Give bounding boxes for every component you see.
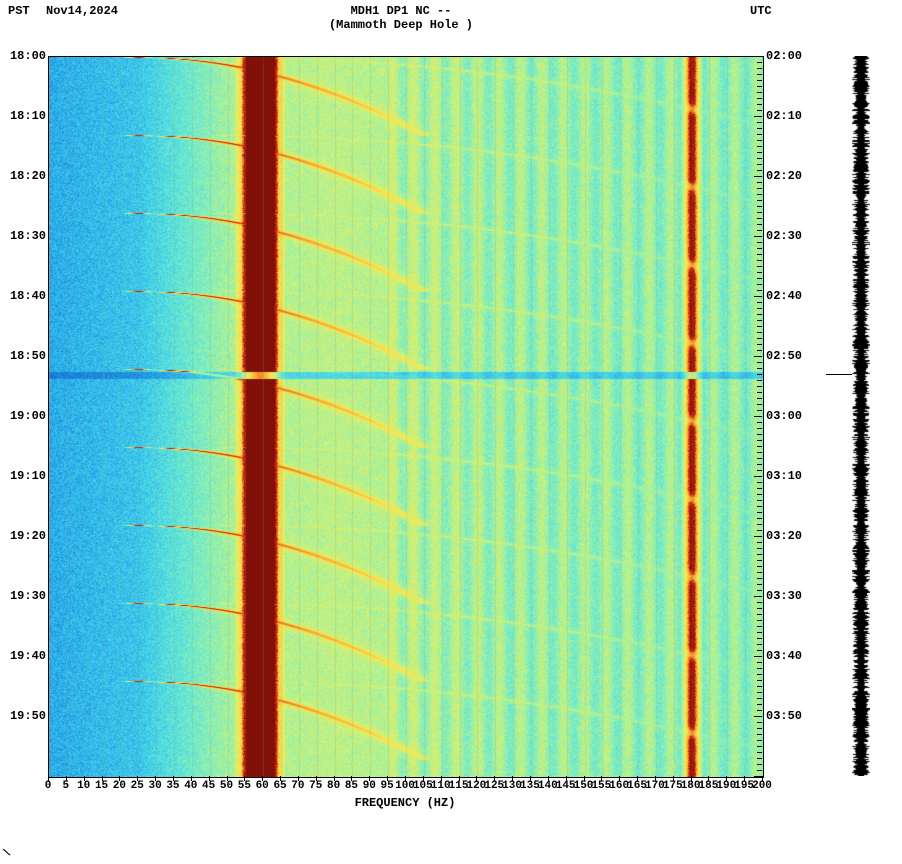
y-tick-label: 03:40 (766, 650, 826, 662)
y-tick-label: 03:20 (766, 530, 826, 542)
x-tick-label: 35 (166, 780, 179, 792)
y-tick-label: 02:00 (766, 50, 826, 62)
x-tick-label: 5 (63, 780, 70, 792)
x-tick-label: 70 (291, 780, 304, 792)
y-tick-label: 18:50 (0, 350, 46, 362)
y-tick-label: 18:00 (0, 50, 46, 62)
x-tick-label: 180 (681, 780, 701, 792)
amplitude-strip (852, 56, 870, 776)
y-tick-label: 18:20 (0, 170, 46, 182)
x-tick-label: 185 (699, 780, 719, 792)
x-tick-label: 25 (131, 780, 144, 792)
x-tick-label: 55 (238, 780, 251, 792)
y-tick-label: 19:00 (0, 410, 46, 422)
x-tick-label: 175 (663, 780, 683, 792)
y-tick-label: 02:10 (766, 110, 826, 122)
y-tick-label: 02:40 (766, 290, 826, 302)
x-tick-label: 150 (574, 780, 594, 792)
x-tick-label: 0 (45, 780, 52, 792)
time-pointer (826, 374, 852, 375)
x-tick-label: 130 (502, 780, 522, 792)
x-tick-label: 110 (431, 780, 451, 792)
x-tick-label: 145 (556, 780, 576, 792)
station-title-line2: (Mammoth Deep Hole ) (0, 18, 802, 32)
x-tick-label: 75 (309, 780, 322, 792)
x-tick-label: 115 (449, 780, 469, 792)
x-tick-label: 165 (627, 780, 647, 792)
y-tick-label: 19:20 (0, 530, 46, 542)
y-tick-label: 02:20 (766, 170, 826, 182)
x-tick-label: 30 (148, 780, 161, 792)
y-tick-label: 03:00 (766, 410, 826, 422)
y-tick-label: 19:50 (0, 710, 46, 722)
x-tick-label: 60 (256, 780, 269, 792)
x-tick-label: 190 (716, 780, 736, 792)
y-tick-label: 18:30 (0, 230, 46, 242)
x-tick-label: 170 (645, 780, 665, 792)
y-tick-label: 19:40 (0, 650, 46, 662)
x-tick-label: 20 (113, 780, 126, 792)
y-tick-label: 03:10 (766, 470, 826, 482)
y-tick-label: 19:10 (0, 470, 46, 482)
right-timezone-label: UTC (750, 4, 772, 18)
footer-mark: \ (2, 847, 12, 861)
y-tick-label: 02:30 (766, 230, 826, 242)
x-tick-label: 90 (363, 780, 376, 792)
x-tick-label: 95 (381, 780, 394, 792)
x-axis-title: FREQUENCY (HZ) (48, 796, 762, 810)
x-tick-label: 155 (591, 780, 611, 792)
x-tick-label: 105 (413, 780, 433, 792)
x-tick-label: 45 (202, 780, 215, 792)
x-tick-label: 100 (395, 780, 415, 792)
x-tick-label: 195 (734, 780, 754, 792)
x-tick-label: 140 (538, 780, 558, 792)
x-tick-label: 125 (484, 780, 504, 792)
y-axis-left: 18:0018:1018:2018:3018:4018:5019:0019:10… (0, 56, 46, 776)
y-axis-right: 02:0002:1002:2002:3002:4002:5003:0003:10… (766, 56, 826, 776)
x-tick-label: 200 (752, 780, 772, 792)
y-tick-label: 03:30 (766, 590, 826, 602)
x-tick-label: 50 (220, 780, 233, 792)
y-tick-label: 18:10 (0, 110, 46, 122)
x-tick-label: 120 (466, 780, 486, 792)
y-tick-label: 02:50 (766, 350, 826, 362)
x-tick-label: 80 (327, 780, 340, 792)
x-tick-label: 40 (184, 780, 197, 792)
station-title-line1: MDH1 DP1 NC -- (0, 4, 802, 18)
x-tick-label: 15 (95, 780, 108, 792)
x-tick-label: 135 (520, 780, 540, 792)
x-tick-label: 65 (273, 780, 286, 792)
spectrogram-plot (48, 56, 764, 778)
y-tick-label: 19:30 (0, 590, 46, 602)
x-tick-label: 85 (345, 780, 358, 792)
y-tick-label: 18:40 (0, 290, 46, 302)
x-tick-label: 10 (77, 780, 90, 792)
y-tick-label: 03:50 (766, 710, 826, 722)
x-tick-label: 160 (609, 780, 629, 792)
